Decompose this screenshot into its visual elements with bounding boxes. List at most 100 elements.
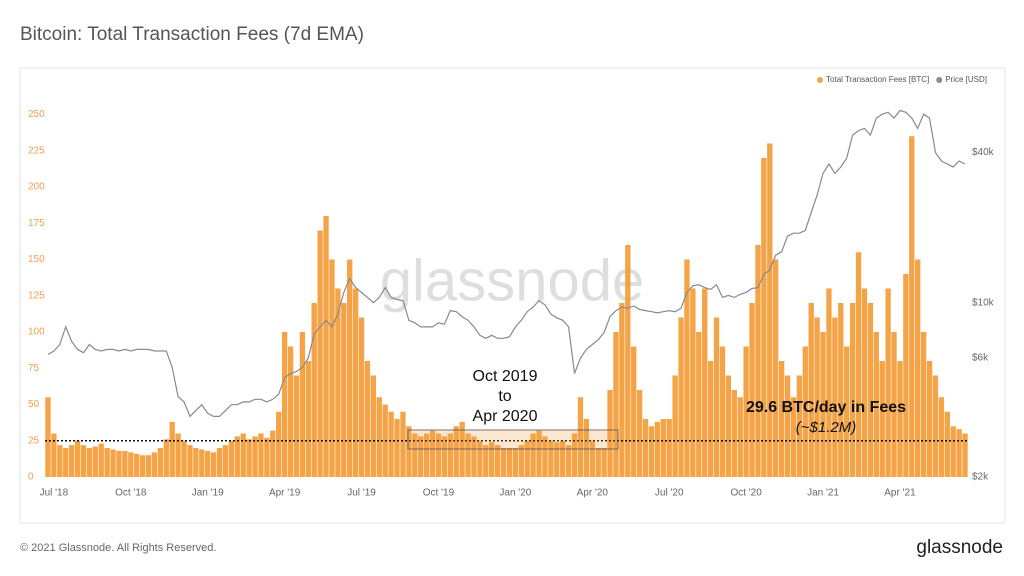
fee-bar: [489, 442, 495, 477]
fee-bar: [642, 419, 649, 477]
fee-bar: [548, 440, 554, 477]
fee-bar: [122, 450, 128, 477]
fee-bar: [648, 426, 655, 477]
fee-bar: [429, 430, 436, 477]
fee-bar: [838, 303, 844, 477]
fee-bar: [63, 448, 69, 477]
fee-bar: [412, 433, 418, 477]
fee-bar: [938, 397, 945, 477]
fee-bar: [832, 317, 838, 477]
fee-bar: [252, 436, 258, 477]
fee-bar: [51, 433, 57, 477]
fee-bar: [92, 446, 98, 477]
fee-bar: [873, 332, 879, 477]
fee-bar: [447, 433, 453, 477]
fee-bar: [737, 397, 743, 477]
plot-area: 0 25 50 75 100 125 150 175 200 225 250 $2k $6k $10k $4…: [28, 75, 995, 499]
y-tick-label: 225: [28, 145, 45, 156]
y-tick-label: 0: [28, 472, 34, 483]
fee-bar: [305, 361, 311, 477]
fee-bar: [240, 433, 246, 477]
fees-annotation: (~$1.2M): [796, 419, 856, 436]
x-tick-label: Oct '18: [115, 488, 147, 499]
fee-bar: [358, 317, 365, 477]
fee-bar: [932, 375, 939, 477]
fee-bar: [725, 375, 732, 477]
fee-bar: [589, 440, 595, 477]
fee-bar: [151, 452, 158, 477]
fee-bar: [347, 259, 353, 477]
watermark: glassnode: [380, 248, 644, 313]
fee-bar: [169, 421, 175, 477]
x-tick-label: Apr '21: [884, 488, 916, 499]
fee-bar: [281, 332, 288, 477]
fee-bar: [707, 361, 714, 477]
fee-bar: [228, 440, 235, 477]
period-annotation: to: [498, 388, 511, 405]
fee-bar: [861, 288, 868, 477]
fee-bar: [388, 411, 394, 477]
fee-bar: [181, 440, 187, 477]
fee-bar: [719, 346, 726, 477]
fee-bar: [329, 259, 335, 477]
fee-bar: [435, 433, 442, 477]
fee-bar: [477, 440, 483, 477]
fee-bar: [163, 439, 169, 477]
fee-bar: [784, 375, 791, 477]
fee-bar: [891, 332, 897, 477]
fee-bar: [678, 317, 684, 477]
fee-bar: [660, 419, 666, 477]
legend-label: Total Transaction Fees [BTC]: [826, 75, 929, 84]
fee-bar: [116, 450, 122, 477]
fee-bar: [820, 332, 826, 477]
x-tick-label: Jul '19: [347, 488, 376, 499]
fee-bar: [494, 445, 501, 477]
y-tick-label: 250: [28, 109, 45, 120]
fee-bar: [86, 448, 93, 477]
fee-bar: [713, 317, 720, 477]
fee-bar: [625, 245, 631, 477]
fee-bar: [761, 158, 767, 477]
fee-bar: [731, 390, 737, 477]
fee-bar: [808, 303, 814, 477]
fee-bar: [216, 448, 223, 477]
fee-bar: [234, 436, 240, 477]
x-tick-label: Jan '21: [807, 488, 839, 499]
y-tick-label: 100: [28, 327, 45, 338]
fee-bar: [287, 346, 294, 477]
fee-bar: [483, 445, 489, 477]
fee-bar: [595, 448, 601, 477]
fee-bar: [364, 361, 371, 477]
y-tick-label: 125: [28, 290, 45, 301]
fee-bar: [536, 430, 542, 477]
fee-bar: [512, 448, 519, 477]
fee-bar: [897, 361, 903, 477]
fee-bar: [755, 245, 761, 477]
fee-bar: [323, 216, 329, 477]
y-tick-label: 75: [28, 363, 40, 374]
fee-bar: [352, 288, 359, 477]
fee-bar: [613, 332, 619, 477]
fee-bar: [500, 448, 507, 477]
fee-bar: [583, 419, 590, 477]
chart-title: Bitcoin: Total Transaction Fees (7d EMA): [20, 24, 364, 45]
fee-bar: [879, 361, 885, 477]
fee-bar: [145, 455, 152, 477]
fee-bar: [270, 430, 276, 477]
fee-bar: [844, 346, 850, 477]
fee-bar: [258, 433, 264, 477]
fee-bar: [909, 136, 915, 477]
fee-bar: [264, 437, 270, 477]
y-tick-label: 25: [28, 435, 40, 446]
fee-bar: [885, 288, 891, 477]
legend-swatch: [936, 77, 943, 83]
fee-bar: [749, 303, 755, 477]
fee-bar: [607, 390, 613, 477]
fee-bar: [571, 433, 578, 477]
fees-annotation: 29.6 BTC/day in Fees: [746, 399, 906, 416]
fee-bar: [920, 332, 927, 477]
fee-bar: [849, 303, 856, 477]
fee-bar: [702, 288, 708, 477]
